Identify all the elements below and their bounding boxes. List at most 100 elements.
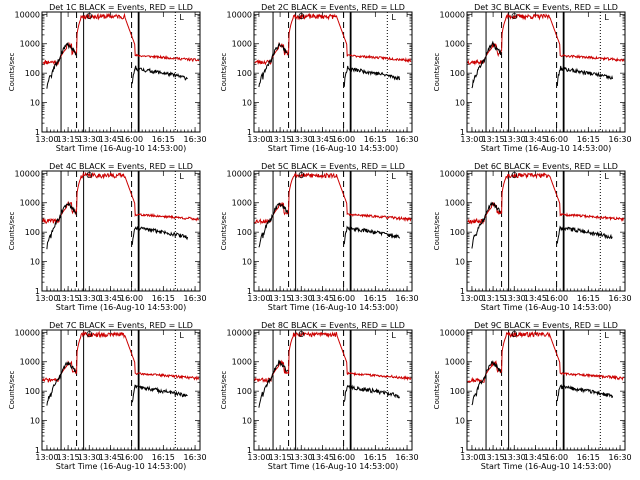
plot-frame — [41, 329, 201, 451]
x-tick-label: 16:15 — [577, 453, 600, 462]
events-series — [343, 65, 401, 87]
x-tick-label: 13:00 — [247, 453, 270, 462]
x-tick-label: 16:00 — [545, 135, 568, 144]
panel-title: Det 2C BLACK = Events, RED = LLD — [261, 3, 405, 12]
y-tick-label: 1000 — [20, 40, 40, 49]
o-marker: O — [511, 12, 517, 21]
x-tick-label: 16:15 — [577, 294, 600, 303]
plot-area — [467, 12, 625, 132]
events-series — [131, 224, 189, 245]
x-tick-label: 13:30 — [290, 453, 313, 462]
x-tick-label: 13:15 — [57, 294, 80, 303]
detector-panel-9: Det 9C BLACK = Events, RED = LLD 1 10 100 10… — [433, 321, 632, 471]
y-tick-label: 10000 — [227, 328, 252, 337]
o-marker: O — [511, 171, 517, 180]
x-tick-label: 13:45 — [99, 135, 122, 144]
x-axis-label: Start Time (16-Aug-10 14:53:00) — [268, 462, 399, 471]
events-series — [343, 384, 401, 402]
y-tick-label: 10000 — [227, 169, 252, 178]
o-marker: O — [511, 330, 517, 339]
plot-area — [467, 171, 625, 291]
events-series — [343, 225, 401, 245]
y-tick-label: 1 — [35, 128, 40, 137]
y-tick-label: 100 — [25, 228, 40, 237]
x-tick-label: 16:30 — [609, 135, 632, 144]
x-tick-label: 13:15 — [482, 294, 505, 303]
y-tick-label: 10 — [455, 417, 465, 426]
plot-frame — [466, 11, 626, 133]
y-axis-label: Counts/sec — [8, 212, 16, 251]
x-tick-label: 16:30 — [184, 294, 207, 303]
y-tick-label: 1000 — [232, 199, 252, 208]
x-axis-label: Start Time (16-Aug-10 14:53:00) — [268, 144, 399, 153]
y-tick-label: 100 — [237, 69, 252, 78]
y-tick-label: 1 — [35, 446, 40, 455]
x-tick-label: 16:00 — [120, 453, 143, 462]
y-tick-label: 10 — [30, 99, 40, 108]
detector-panel-6: Det 6C BLACK = Events, RED = LLD 1 10 100 10… — [433, 162, 632, 312]
x-tick-label: 13:15 — [269, 135, 292, 144]
plot-area — [42, 12, 200, 132]
l-marker: L — [604, 331, 609, 340]
y-tick-label: 100 — [450, 69, 465, 78]
y-tick-label: 10 — [30, 417, 40, 426]
o-marker: O — [298, 12, 304, 21]
events-series — [556, 225, 613, 244]
o-marker: O — [86, 171, 92, 180]
x-tick-label: 13:00 — [247, 135, 270, 144]
y-axis-label: Counts/sec — [220, 53, 228, 92]
x-tick-label: 16:30 — [396, 453, 419, 462]
plot-frame — [466, 329, 626, 451]
x-axis-label: Start Time (16-Aug-10 14:53:00) — [481, 144, 612, 153]
x-tick-label: 16:15 — [152, 294, 175, 303]
y-tick-label: 10000 — [227, 10, 252, 19]
y-tick-label: 1 — [460, 128, 465, 137]
l-marker: L — [391, 172, 396, 181]
l-marker: L — [179, 331, 184, 340]
y-tick-label: 100 — [237, 387, 252, 396]
detector-panel-8: Det 8C BLACK = Events, RED = LLD 1 10 100 10… — [220, 321, 419, 471]
x-tick-label: 13:15 — [482, 453, 505, 462]
x-tick-label: 16:00 — [120, 294, 143, 303]
y-tick-label: 1000 — [445, 358, 465, 367]
plot-area — [42, 171, 200, 291]
x-tick-label: 13:00 — [460, 294, 483, 303]
l-marker: L — [391, 13, 396, 22]
x-tick-label: 16:15 — [152, 135, 175, 144]
y-tick-label: 100 — [25, 69, 40, 78]
detector-panel-2: Det 2C BLACK = Events, RED = LLD 1 10 100 10… — [220, 3, 419, 153]
y-tick-label: 10 — [242, 258, 252, 267]
o-marker: O — [86, 330, 92, 339]
panel-title: Det 1C BLACK = Events, RED = LLD — [49, 3, 193, 12]
x-tick-label: 16:15 — [364, 135, 387, 144]
x-tick-label: 16:30 — [184, 453, 207, 462]
panel-title: Det 6C BLACK = Events, RED = LLD — [474, 162, 618, 171]
x-axis-label: Start Time (16-Aug-10 14:53:00) — [56, 144, 187, 153]
y-tick-label: 1 — [460, 287, 465, 296]
x-tick-label: 13:30 — [78, 453, 101, 462]
panel-title: Det 5C BLACK = Events, RED = LLD — [261, 162, 405, 171]
x-axis-label: Start Time (16-Aug-10 14:53:00) — [56, 303, 187, 312]
x-tick-label: 13:00 — [35, 294, 58, 303]
y-tick-label: 10000 — [440, 10, 465, 19]
plot-area — [254, 330, 412, 450]
y-tick-label: 10 — [455, 99, 465, 108]
y-axis-label: Counts/sec — [433, 212, 441, 251]
y-axis-label: Counts/sec — [8, 371, 16, 410]
x-tick-label: 13:30 — [290, 294, 313, 303]
o-marker: O — [298, 330, 304, 339]
x-tick-label: 13:15 — [269, 294, 292, 303]
events-series — [131, 65, 188, 84]
y-axis-label: Counts/sec — [433, 53, 441, 92]
plot-frame — [41, 170, 201, 292]
y-tick-label: 100 — [25, 387, 40, 396]
y-tick-label: 10000 — [15, 328, 40, 337]
y-tick-label: 10000 — [15, 10, 40, 19]
plot-area — [42, 330, 200, 450]
events-series — [258, 42, 288, 88]
x-tick-label: 13:00 — [247, 294, 270, 303]
x-tick-label: 16:30 — [396, 294, 419, 303]
x-tick-label: 16:00 — [545, 453, 568, 462]
x-tick-label: 13:15 — [57, 135, 80, 144]
events-series — [46, 42, 77, 89]
